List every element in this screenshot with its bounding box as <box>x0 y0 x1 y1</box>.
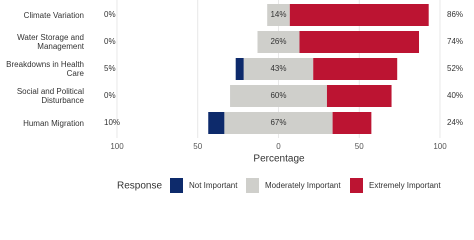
value-label: 24% <box>447 118 463 127</box>
bar-segment <box>243 58 314 80</box>
legend-swatch <box>170 178 183 193</box>
value-label: 60% <box>270 91 286 100</box>
value-label: 14% <box>270 10 286 19</box>
bar-segment <box>299 31 420 53</box>
legend-label: Not Important <box>189 181 238 190</box>
value-label: 0% <box>104 91 116 100</box>
category-label: Climate Variation <box>23 10 84 20</box>
value-label: 10% <box>104 118 120 127</box>
x-tick-label: 0 <box>276 142 281 151</box>
category-label: Water Storage and Management <box>17 33 84 51</box>
bar-segment <box>326 85 392 107</box>
value-label: 26% <box>270 37 286 46</box>
bar-segment <box>289 4 429 26</box>
value-label: 40% <box>447 91 463 100</box>
value-label: 52% <box>447 64 463 73</box>
category-label: Human Migration <box>23 118 84 128</box>
bar-segment <box>267 4 290 26</box>
legend-swatch <box>350 178 363 193</box>
value-label: 0% <box>104 37 116 46</box>
bar-segment <box>224 112 333 134</box>
value-label: 67% <box>270 118 286 127</box>
bar-segment <box>235 58 244 80</box>
value-label: 86% <box>447 10 463 19</box>
value-label: 43% <box>270 64 286 73</box>
bar-segment <box>230 85 327 107</box>
x-tick-label: 50 <box>355 142 364 151</box>
bar-segment <box>313 58 398 80</box>
legend-label: Moderately Important <box>265 181 341 190</box>
x-axis-label: Percentage <box>253 154 305 165</box>
legend-swatch <box>246 178 259 193</box>
category-label: Social and Political Disturbance <box>16 87 84 105</box>
value-label: 74% <box>447 37 463 46</box>
chart-svg: Percentage Response 100 50 0 50 100 0% 14% 86% 0… <box>104 0 463 193</box>
legend-title: Response <box>117 181 162 192</box>
bar-segment <box>208 112 225 134</box>
chart: Percentage Response 100 50 0 50 100 0% 14% 86% 0… <box>6 0 463 193</box>
legend-label: Extremely Important <box>369 181 441 190</box>
value-label: 0% <box>104 10 116 19</box>
x-tick-label: 50 <box>193 142 202 151</box>
bar-segment <box>332 112 372 134</box>
x-tick-label: 100 <box>110 142 124 151</box>
value-label: 5% <box>104 64 116 73</box>
x-tick-label: 100 <box>433 142 447 151</box>
bar-segment <box>257 31 300 53</box>
category-label: Breakdowns in Health Care <box>6 60 84 78</box>
